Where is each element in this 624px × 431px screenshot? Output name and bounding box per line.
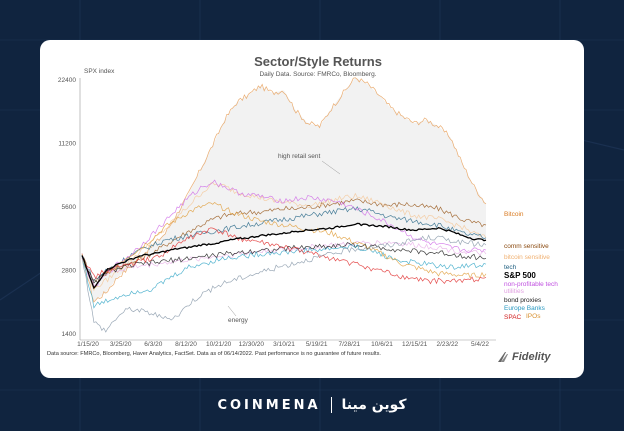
chart-plot: Sector/Style Returns Daily Data. Source:… — [58, 54, 558, 348]
chart-subtitle: Daily Data. Source: FMRCo, Bloomberg. — [259, 71, 376, 78]
footer-branding: COINMENA كوين مينا — [0, 393, 624, 417]
chart-annotation: high retail sent — [278, 153, 320, 160]
legend-label-comm-sensitive: comm sensitive — [504, 243, 549, 250]
legend-label-non-profitable-tech: non-profitable tech — [504, 281, 558, 288]
x-tick-label: 10/6/21 — [371, 341, 393, 348]
x-tick-label: 6/3/20 — [144, 341, 162, 348]
chart-card: Sector/Style Returns Daily Data. Source:… — [40, 40, 584, 378]
series-line-s-p-500 — [81, 222, 487, 290]
x-tick-label: 7/28/21 — [338, 341, 360, 348]
y-tick-label: 5600 — [62, 204, 77, 211]
chart-title: Sector/Style Returns — [254, 54, 382, 69]
x-tick-label: 10/21/20 — [206, 341, 232, 348]
annotation-leader — [321, 160, 341, 175]
x-tick-label: 8/12/20 — [175, 341, 197, 348]
x-tick-label: 3/10/21 — [273, 341, 295, 348]
legend-label-ipos: IPOs — [526, 313, 541, 320]
y-tick-label: 2800 — [62, 268, 77, 275]
series-line-europe-banks — [81, 243, 487, 309]
legend-label-bitcoin-sensitive: bitcoin sensitive — [504, 254, 550, 261]
legend-label-spac: SPAC — [504, 314, 522, 321]
x-tick-label: 5/4/22 — [471, 341, 489, 348]
fidelity-wordmark: Fidelity — [512, 351, 551, 363]
legend-label-europe-banks: Europe Banks — [504, 305, 546, 312]
series-line-ipos — [81, 202, 487, 289]
fidelity-mark-icon — [498, 352, 508, 362]
series-line-energy — [81, 234, 487, 333]
legend-label-bond-proxies: bond proxies — [504, 297, 542, 304]
coinmena-latin-logo: COINMENA — [217, 397, 321, 413]
x-tick-label: 12/30/20 — [239, 341, 265, 348]
chart-annotation: energy — [228, 317, 249, 324]
y-tick-label: 1400 — [62, 331, 77, 338]
annotation-leader — [227, 305, 237, 317]
x-tick-label: 1/15/20 — [77, 341, 99, 348]
legend-label-tech: tech — [504, 264, 517, 271]
fidelity-logo: Fidelity — [496, 349, 551, 365]
x-tick-label: 12/15/21 — [402, 341, 428, 348]
y-axis-label: SPX index — [84, 68, 115, 75]
footnote: Data source: FMRCo, Bloomberg, Haver Ana… — [47, 351, 381, 357]
range-shading — [82, 77, 486, 302]
series-line-bitcoin-sensitive — [81, 182, 487, 292]
x-tick-label: 3/25/20 — [110, 341, 132, 348]
series-line-tech — [81, 206, 487, 281]
x-tick-label: 5/19/21 — [306, 341, 328, 348]
series-line-spac — [81, 227, 487, 285]
x-tick-label: 2/23/22 — [436, 341, 458, 348]
legend-label-utilities: utilities — [504, 288, 525, 295]
footer-divider — [330, 397, 332, 413]
legend-label-s-p-500: S&P 500 — [504, 271, 536, 280]
legend-label-bitcoin: Bitcoin — [504, 211, 524, 218]
series-line-non-profitable-tech — [81, 179, 487, 287]
coinmena-arabic-logo: كوين مينا — [341, 397, 407, 413]
series-line-comm-sensitive — [81, 198, 487, 282]
y-tick-label: 22400 — [58, 77, 76, 84]
y-tick-label: 11200 — [58, 141, 76, 148]
